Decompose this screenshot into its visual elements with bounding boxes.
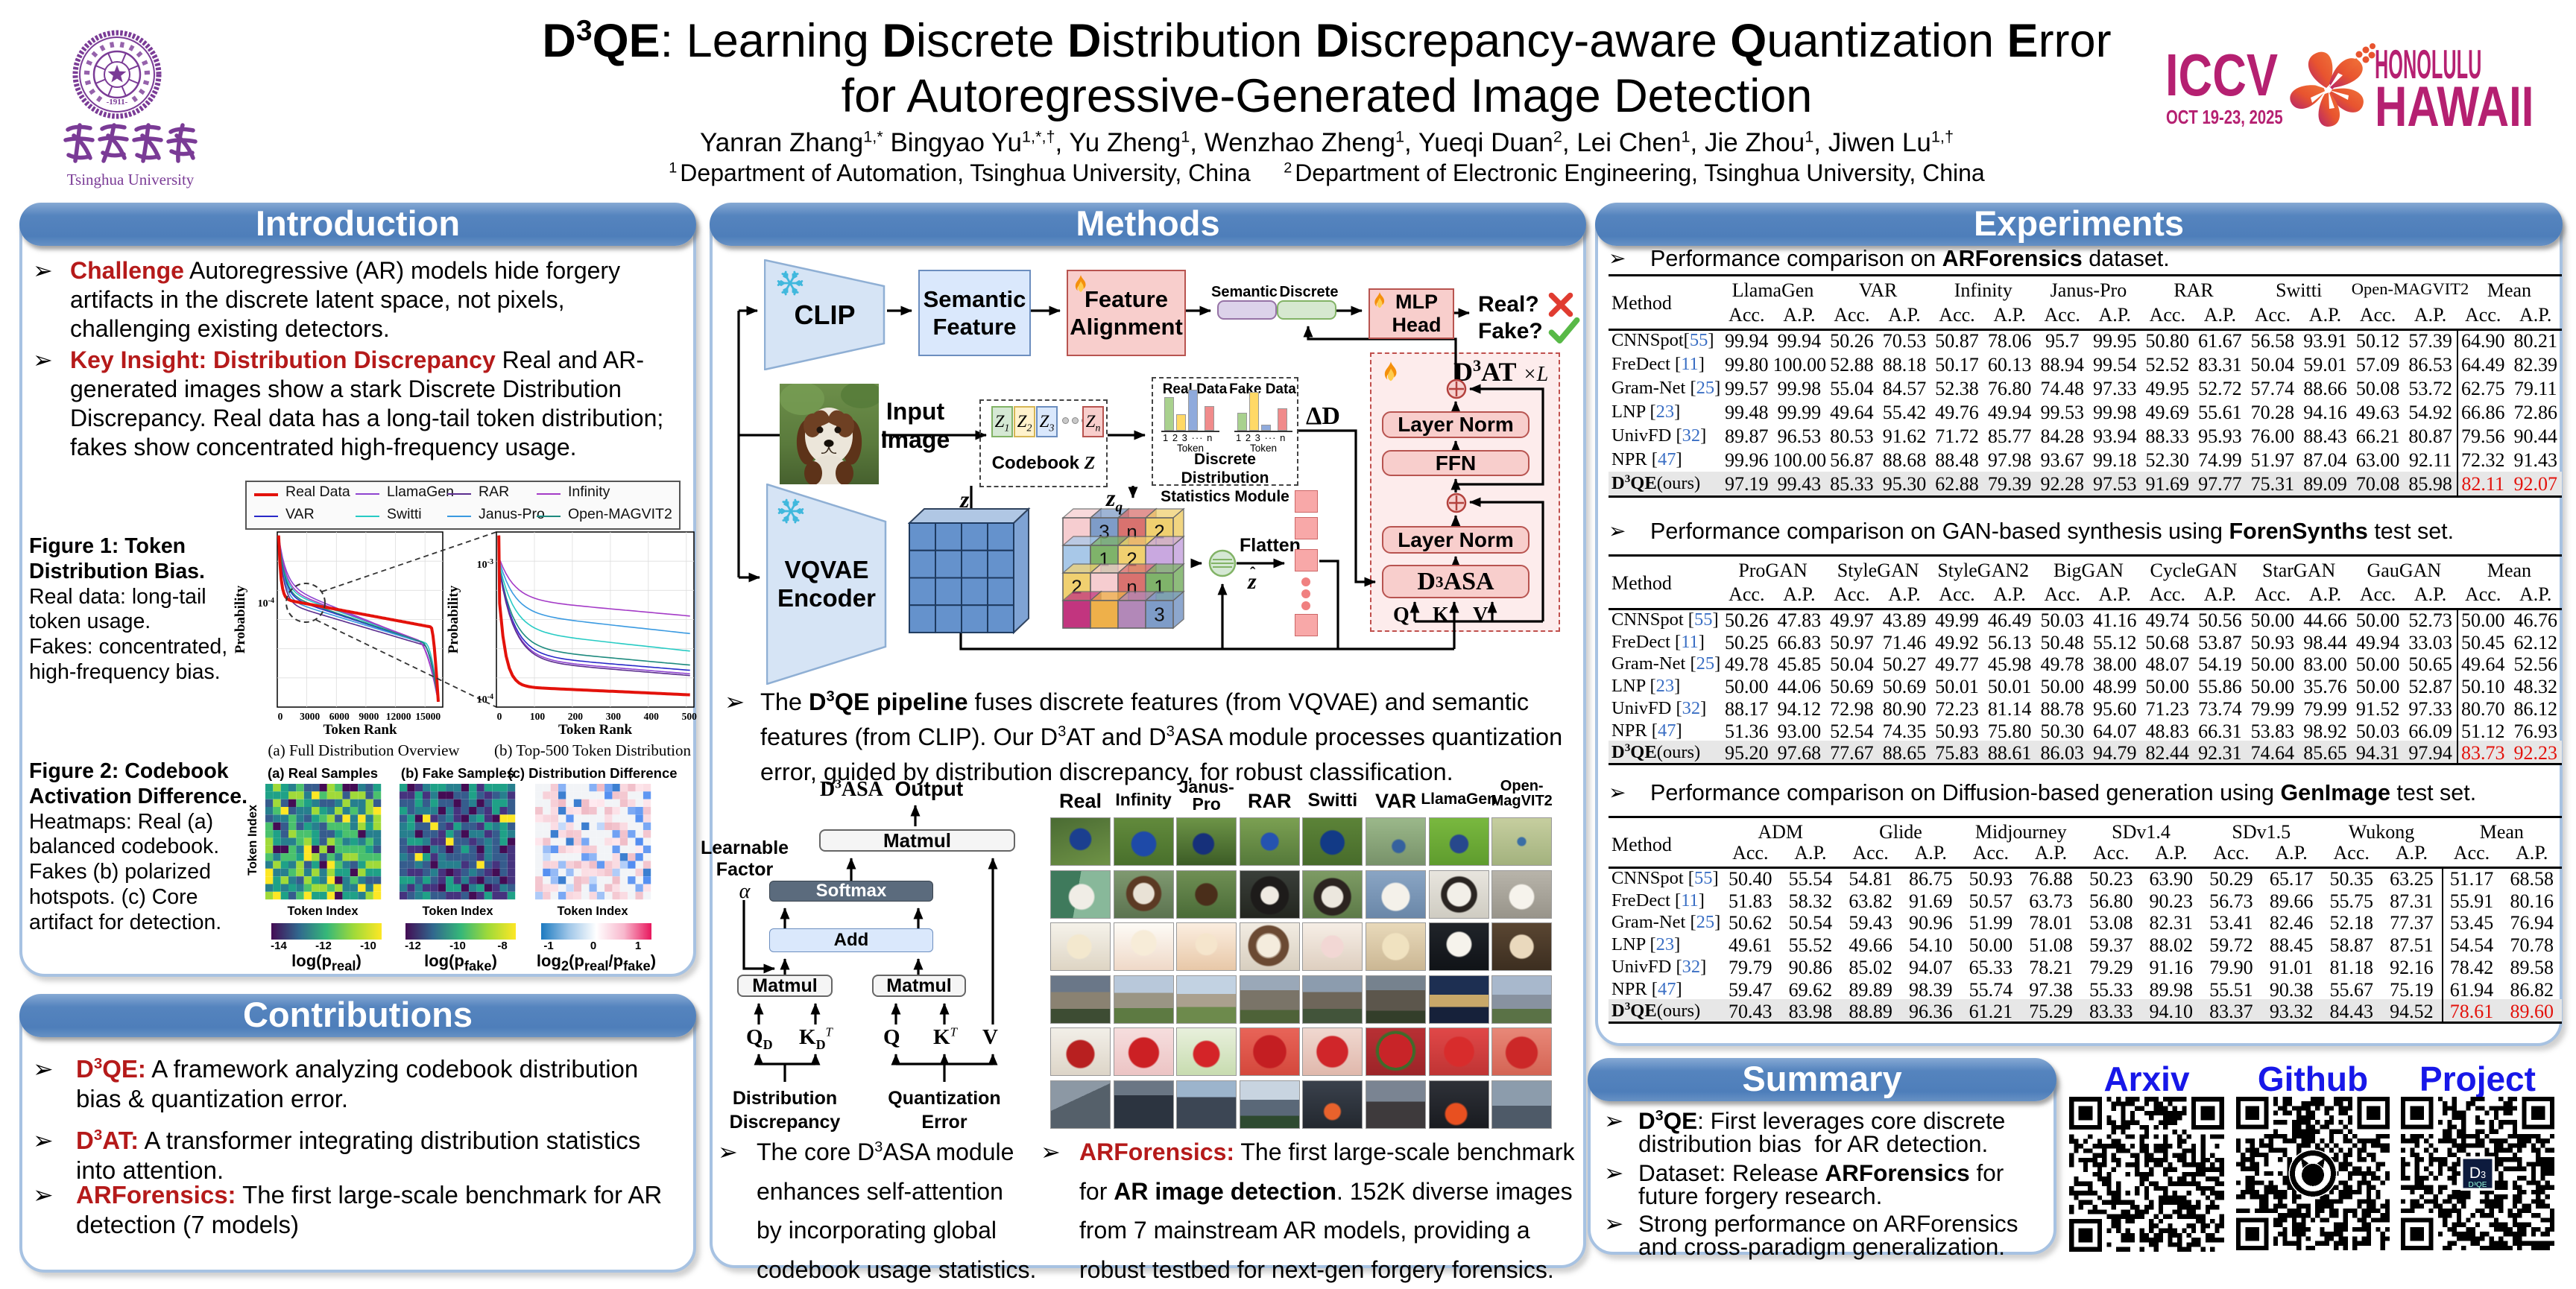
svg-text:200: 200 — [568, 711, 584, 722]
svg-text:12000: 12000 — [386, 711, 411, 722]
svg-text:Tsinghua University: Tsinghua University — [67, 171, 195, 189]
svg-text:-1911-: -1911- — [107, 98, 128, 107]
svg-text:500: 500 — [682, 711, 698, 722]
svg-text:(b) Top-500 Token Distribution: (b) Top-500 Token Distribution — [494, 741, 692, 759]
svg-text:10-4: 10-4 — [477, 693, 493, 706]
svg-text:3: 3 — [1154, 604, 1164, 626]
svg-text:(a) Full Distribution Overview: (a) Full Distribution Overview — [268, 741, 460, 759]
svg-text:0: 0 — [278, 711, 283, 722]
svg-text:0: 0 — [497, 711, 502, 722]
svg-text:Token Rank: Token Rank — [323, 722, 397, 738]
svg-text:100: 100 — [530, 711, 546, 722]
svg-text:Token Rank: Token Rank — [558, 722, 633, 738]
svg-text:400: 400 — [644, 711, 660, 722]
svg-text:Probability: Probability — [233, 585, 248, 653]
svg-text:Probability: Probability — [446, 585, 461, 653]
svg-text:D³QE: D³QE — [2469, 1181, 2487, 1189]
svg-text:3000: 3000 — [300, 711, 320, 722]
svg-text:10-3: 10-3 — [477, 558, 493, 571]
svg-text:15000: 15000 — [415, 711, 441, 722]
svg-text:10-4: 10-4 — [258, 597, 274, 610]
svg-text:6000: 6000 — [329, 711, 350, 722]
svg-text:9000: 9000 — [359, 711, 379, 722]
svg-text:300: 300 — [606, 711, 622, 722]
